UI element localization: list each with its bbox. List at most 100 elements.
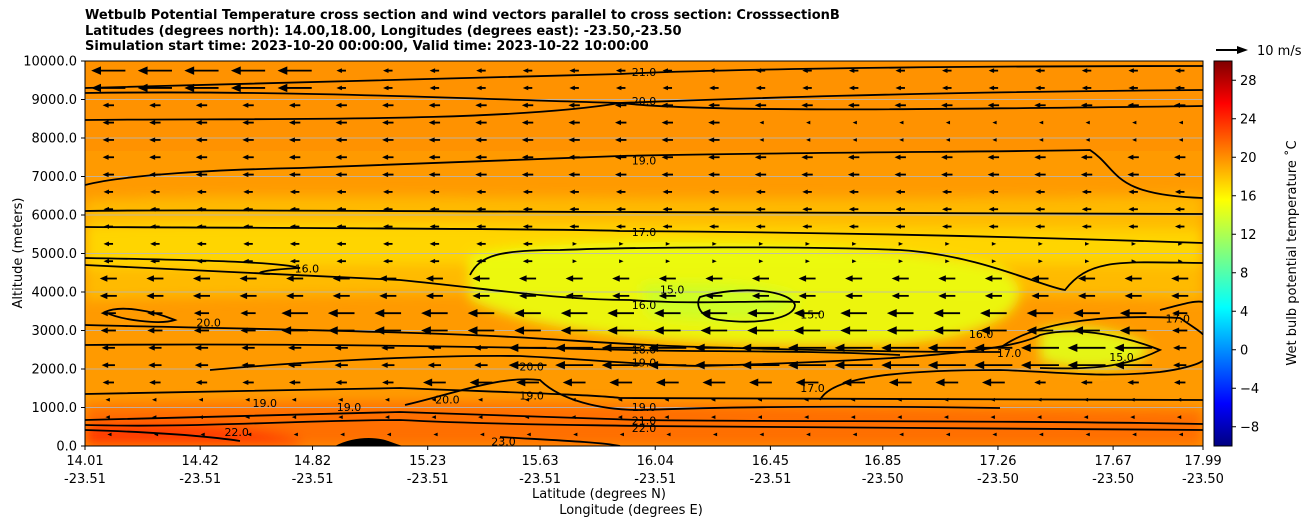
wind-vector: [148, 362, 162, 368]
x-axis: 14.01 -23.51 14.42 -23.51 14.82 -23.51 15.23 -2…: [64, 446, 1224, 487]
wind-vector: [429, 258, 440, 264]
wind-vector: [1174, 379, 1186, 386]
wind-vector: [382, 102, 394, 108]
wind-vector: [894, 102, 906, 108]
wind-vector: [894, 172, 906, 178]
wind-vector: [243, 189, 253, 195]
wind-vector: [560, 308, 588, 318]
wind-vector: [1039, 432, 1044, 437]
x-tick-label-lon: -23.50: [1182, 472, 1224, 487]
wind-vector: [974, 343, 1013, 353]
wind-vector: [708, 137, 720, 143]
wind-vector: [938, 275, 956, 282]
wind-vector: [798, 275, 816, 282]
wind-vector: [1039, 120, 1044, 125]
wind-vector: [852, 259, 857, 264]
wind-vector: [568, 137, 580, 143]
wind-vector: [741, 360, 780, 370]
wind-vector: [286, 275, 304, 282]
wind-vector: [521, 102, 534, 108]
colorbar-tick-label: 20: [1240, 151, 1257, 166]
wind-vector: [103, 206, 114, 212]
wind-vector: [754, 102, 767, 108]
wind-vector: [242, 154, 254, 160]
wind-vector: [759, 138, 764, 142]
x-axis-label-latitude: Latitude (degrees N): [532, 487, 666, 502]
wind-vector: [615, 189, 626, 195]
wind-vector: [848, 85, 859, 91]
y-tick-label: 7000.0: [32, 170, 78, 185]
wind-vector: [184, 83, 219, 93]
wind-vector: [1035, 224, 1045, 229]
contour-line: [85, 343, 901, 356]
wind-vector: [942, 189, 952, 195]
wind-vector: [891, 275, 909, 282]
wind-vector: [243, 241, 253, 247]
contour-line: [85, 387, 1203, 401]
wind-vector: [1034, 102, 1046, 108]
wind-vector: [1130, 397, 1135, 402]
wind-vector: [708, 120, 720, 126]
wind-vector: [150, 241, 160, 247]
wind-vector: [478, 415, 483, 420]
wind-vector: [991, 259, 997, 264]
contour-label: 15.0: [1109, 351, 1134, 364]
wind-vector: [383, 206, 393, 212]
svg-text:17.0: 17.0: [800, 382, 825, 395]
x-tick-label-lat: 17.26: [979, 454, 1016, 469]
wind-vector: [1080, 102, 1093, 108]
wind-vector: [758, 241, 764, 246]
wind-vector: [336, 206, 346, 212]
wind-vector: [1085, 120, 1090, 125]
wind-vector: [990, 415, 995, 420]
contour-line: [102, 307, 178, 323]
wind-vector: [242, 379, 254, 386]
wind-vector: [1128, 224, 1138, 229]
wind-vector: [196, 224, 207, 229]
wind-vector: [805, 241, 810, 246]
wind-vector: [379, 275, 397, 282]
wind-vector: [102, 154, 114, 160]
wind-vector: [198, 415, 204, 420]
colorbar-tick-label: −4: [1240, 382, 1259, 397]
wind-vector: [942, 85, 952, 91]
wind-vector: [240, 327, 256, 334]
wind-vector: [842, 378, 866, 387]
wind-vector: [888, 378, 912, 387]
contour-label: 19.0: [253, 397, 278, 410]
wind-vector: [788, 343, 827, 353]
colorbar-tick-label: 4: [1240, 305, 1248, 320]
wind-vector: [150, 224, 160, 229]
wind-vector: [1031, 292, 1049, 300]
wind-vector: [1114, 360, 1153, 370]
contour-label: 16.0: [969, 328, 994, 341]
svg-text:15.0: 15.0: [800, 309, 825, 322]
wind-vector: [712, 432, 718, 437]
wind-vector: [899, 120, 904, 125]
x-tick-label-lon: -23.50: [862, 472, 904, 487]
contour-line: [85, 65, 1203, 89]
wind-vector: [335, 120, 347, 126]
wind-vector: [286, 292, 304, 300]
wind-vector: [565, 275, 583, 282]
wind-vector: [1119, 308, 1147, 318]
colorbar-gradient: [1213, 60, 1233, 447]
wind-vector: [1114, 343, 1153, 353]
contour-label: 16.0: [295, 262, 320, 275]
wind-vector: [289, 224, 300, 229]
wind-vector: [103, 224, 114, 229]
wind-vector: [848, 224, 859, 229]
wind-vector: [806, 138, 811, 142]
wind-vector: [431, 397, 436, 402]
contour-line: [819, 359, 1203, 401]
wind-vector: [801, 172, 813, 178]
wind-vector: [974, 360, 1013, 370]
wind-vector: [700, 308, 728, 318]
wind-vector: [149, 137, 161, 143]
wind-vector: [741, 343, 780, 353]
colorbar-tick-label: 24: [1240, 112, 1257, 127]
x-tick-label-lat: 16.85: [864, 454, 901, 469]
wind-vector: [421, 308, 448, 318]
wind-vector: [428, 154, 441, 160]
wind-vector: [195, 120, 208, 126]
